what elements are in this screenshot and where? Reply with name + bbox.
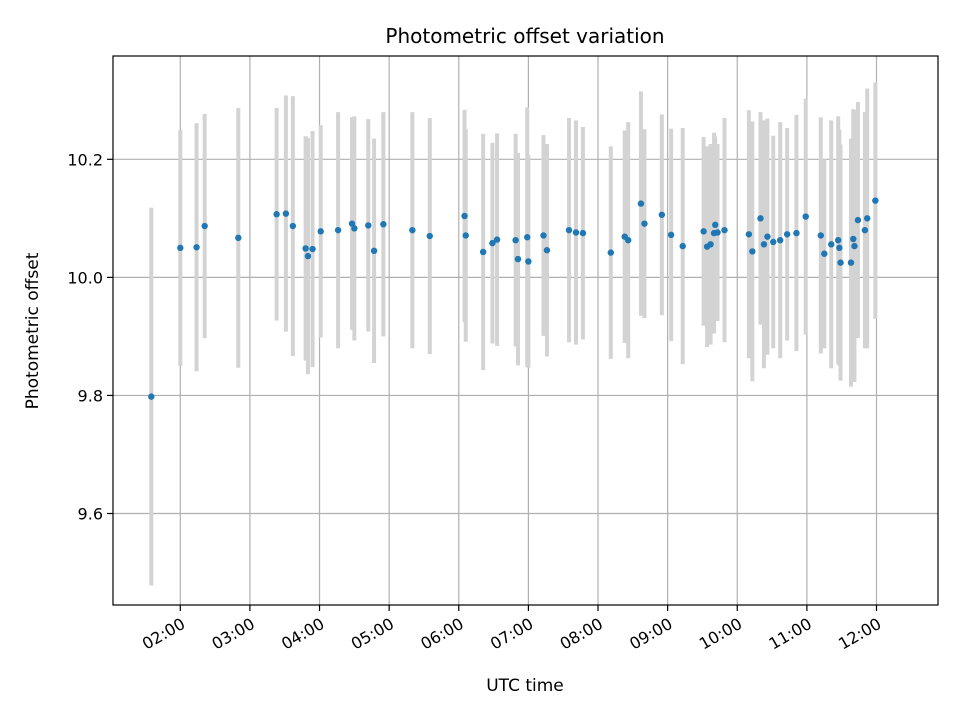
data-point [764,233,771,240]
data-point [872,197,879,204]
data-point [493,236,501,243]
data-point [714,229,721,236]
data-point [637,200,645,207]
data-point [579,229,587,237]
data-point [543,247,551,254]
x-axis: 02:00 03:00 04:00 05:00 06:00 07:00 08:00 09:00… [139,605,885,654]
data-point [864,215,871,222]
data-point [235,234,242,242]
data-point [348,220,356,227]
x-tick-label: 06:00 [417,614,466,654]
data-point [489,239,496,247]
chart-title: Photometric offset variation [385,24,664,48]
data-point [512,236,519,244]
data-point [793,229,800,237]
data-point [177,244,184,252]
x-axis-label: UTC time [486,676,564,696]
plot-area-frame [112,55,939,606]
data-point [851,242,858,250]
data-point [836,244,843,252]
data-point [760,241,768,248]
data-point [607,249,614,256]
data-point [572,229,580,236]
x-tick-label: 07:00 [487,614,536,654]
data-point [289,222,297,230]
data-point [770,238,777,246]
error-bars [149,82,878,586]
data-point [847,259,855,266]
x-tick-label: 05:00 [348,614,397,654]
data-point [854,216,862,224]
data-point [304,252,312,260]
data-point [667,231,675,239]
data-point [821,250,828,257]
data-point [380,221,387,228]
data-point [282,210,290,217]
data-point [658,211,666,218]
data-points [148,197,879,400]
data-point [514,255,522,263]
data-point [802,213,809,220]
data-point [837,259,844,266]
data-point [721,226,728,234]
data-point [700,228,707,235]
data-point [624,236,632,244]
data-point [524,234,531,241]
data-point [201,222,208,230]
data-point [370,247,378,255]
y-tick-label: 10.0 [67,268,103,287]
x-tick-label: 08:00 [557,614,606,654]
data-point [641,220,648,227]
data-point [749,248,756,255]
data-point [861,226,869,234]
data-point [148,393,155,400]
data-point [817,232,825,239]
y-axis: 9.6 9.8 10.0 10.2 [67,150,113,524]
data-point [461,212,468,220]
data-point [835,236,842,244]
data-point [479,248,487,256]
data-point [783,231,791,238]
data-point [193,244,200,251]
data-point [757,215,764,222]
data-point [317,228,324,235]
data-point [712,221,719,229]
data-point [426,232,433,240]
data-point [334,226,342,234]
y-tick-label: 10.2 [67,150,103,169]
data-point [409,226,416,234]
data-point [540,232,547,239]
data-point [525,258,532,265]
data-point [745,231,753,238]
x-tick-label: 09:00 [626,614,675,654]
y-tick-label: 9.6 [78,505,103,524]
data-point [679,242,686,250]
data-point [707,241,714,248]
x-tick-label: 04:00 [278,614,327,654]
y-axis-label: Photometric offset [23,252,43,409]
data-point [365,222,372,229]
x-tick-label: 11:00 [765,614,814,654]
x-tick-label: 02:00 [139,614,188,654]
data-point [776,236,784,244]
data-point [462,232,469,239]
data-point [309,245,316,253]
x-tick-label: 12:00 [835,614,884,654]
data-point [828,241,835,248]
x-tick-label: 10:00 [696,614,745,654]
x-tick-label: 03:00 [208,614,257,654]
data-point [850,235,857,243]
data-point [351,225,358,232]
y-tick-label: 9.8 [78,386,103,405]
data-point [273,211,280,218]
data-point [302,245,309,252]
data-point [565,226,573,234]
